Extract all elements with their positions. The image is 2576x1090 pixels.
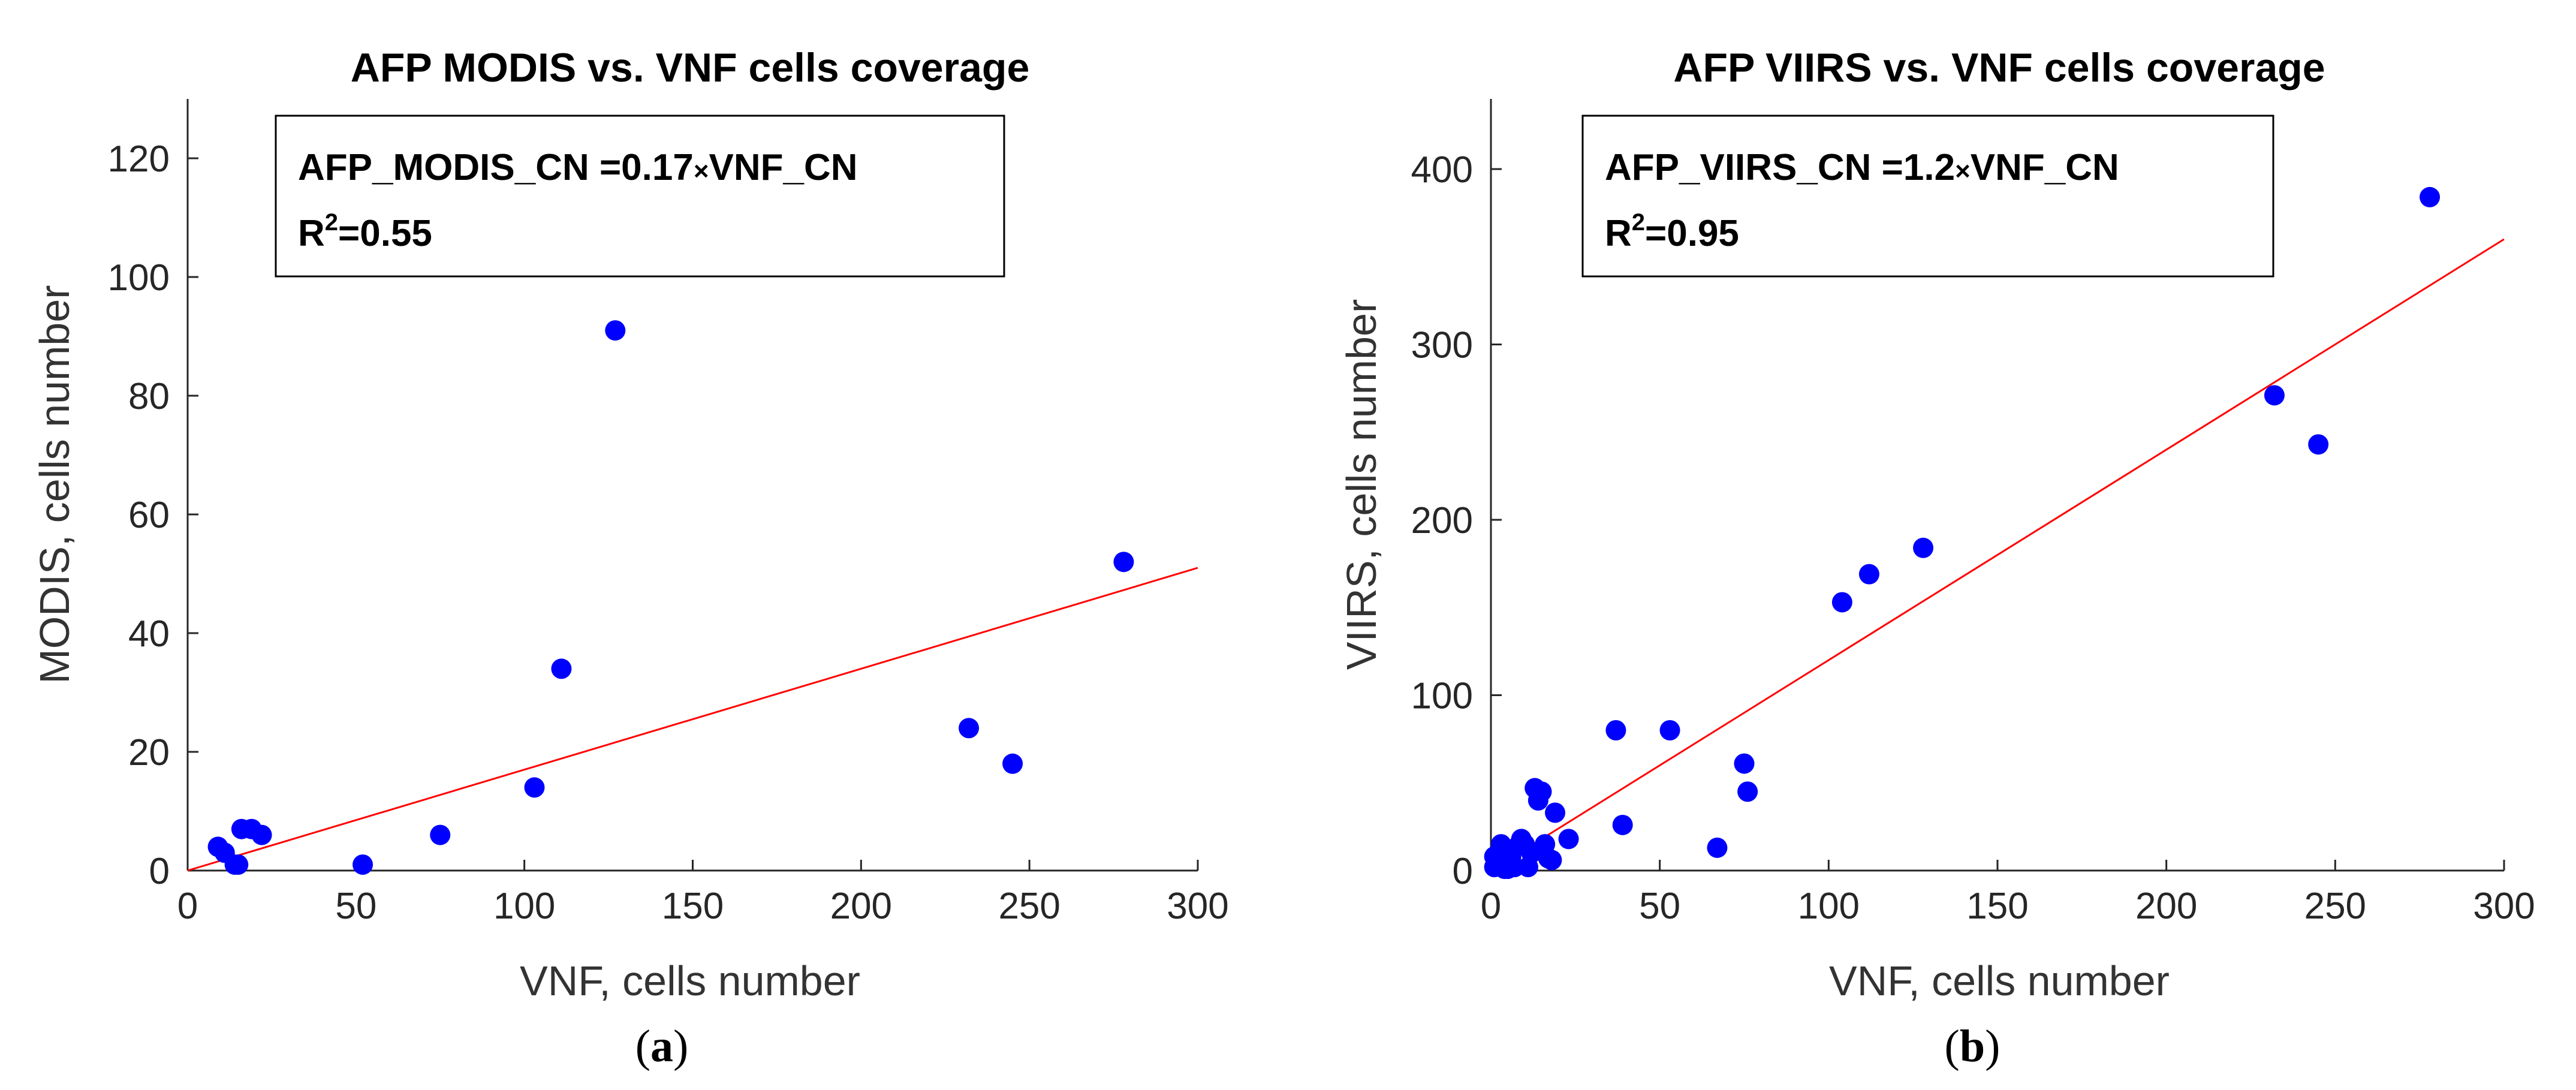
r-squared-value: =0.55: [338, 213, 432, 254]
data-point: [1612, 814, 1633, 835]
y-tick-label: 100: [1411, 676, 1473, 717]
axes: 0 50 100 150 200 250 300 0 20 40 60 80 100 120: [108, 99, 1229, 927]
fit-line-group: [187, 567, 1198, 872]
y-tick-label: 300: [1411, 325, 1473, 366]
data-point: [1734, 753, 1755, 774]
chart-title: AFP VIIRS vs. VNF cells coverage: [1673, 45, 2325, 91]
data-point: [1002, 753, 1023, 774]
r-squared: R2=0.55: [298, 209, 432, 254]
y-tick-label: 0: [1453, 851, 1473, 892]
data-point: [605, 320, 626, 341]
x-tick-label: 150: [662, 886, 724, 927]
r-squared-exponent: 2: [325, 209, 338, 236]
y-axis-label: MODIS, cells number: [31, 285, 78, 683]
r-squared-exponent: 2: [1632, 209, 1645, 236]
x-tick-label: 200: [830, 886, 892, 927]
panel-label: (b): [1945, 1021, 2000, 1071]
y-tick-label: 60: [128, 495, 170, 536]
data-point: [1113, 552, 1134, 573]
fit-line: [187, 567, 1198, 872]
data-point: [1531, 781, 1552, 802]
x-tick-label: 100: [1798, 886, 1860, 927]
x-tick-label: 200: [2135, 886, 2197, 927]
r-squared-value: =0.95: [1645, 213, 1739, 254]
data-point: [1707, 837, 1728, 858]
y-tick-label: 200: [1411, 500, 1473, 541]
y-tick-label: 100: [108, 257, 170, 299]
equation-box: AFP_MODIS_CN =0.17×VNF_CN R2=0.55: [275, 115, 1005, 278]
equation-rhs: VNF_CN: [1971, 147, 2119, 188]
x-tick-label: 0: [177, 886, 198, 927]
x-tick-label: 150: [1966, 886, 2028, 927]
data-point: [1913, 537, 1934, 558]
x-axis-label: VNF, cells number: [1829, 957, 2170, 1004]
data-point: [524, 777, 545, 798]
data-point: [1558, 829, 1579, 850]
y-tick-label: 80: [128, 376, 170, 417]
fit-line-group: [1490, 238, 2505, 872]
data-point: [2420, 186, 2441, 207]
x-tick-label: 300: [2473, 886, 2535, 927]
x-tick-label: 250: [2304, 886, 2366, 927]
x-tick-label: 50: [1639, 886, 1680, 927]
x-tick-label: 0: [1481, 886, 1501, 927]
y-tick-label: 20: [128, 732, 170, 773]
data-points: [207, 320, 1134, 875]
chart-modis-vs-vnf: AFP MODIS vs. VNF cells coverage 0 50 100 1…: [31, 45, 1229, 1071]
y-tick-label: 0: [149, 851, 170, 892]
y-tick-label: 400: [1411, 149, 1473, 191]
r-squared-prefix: R: [1605, 213, 1632, 254]
data-point: [1831, 592, 1852, 613]
data-point: [551, 658, 572, 679]
x-tick-label: 250: [998, 886, 1060, 927]
chart-title: AFP MODIS vs. VNF cells coverage: [351, 45, 1030, 91]
fit-line: [1490, 238, 2505, 872]
equation-lhs: AFP_VIIRS_CN =1.2: [1605, 147, 1955, 188]
x-tick-label: 300: [1167, 886, 1228, 927]
data-point: [2264, 385, 2285, 406]
equation-line: AFP_VIIRS_CN =1.2×VNF_CN: [1605, 147, 2119, 188]
x-tick-label: 50: [335, 886, 376, 927]
equation-lhs: AFP_MODIS_CN =0.17: [298, 147, 694, 188]
equation-line: AFP_MODIS_CN =0.17×VNF_CN: [298, 147, 858, 188]
data-point: [1858, 564, 1879, 585]
data-point: [2308, 434, 2329, 455]
y-tick-label: 40: [128, 613, 170, 655]
data-point: [251, 824, 272, 845]
data-point: [430, 824, 451, 845]
r-squared: R2=0.95: [1605, 209, 1739, 254]
data-point: [1605, 720, 1626, 740]
y-tick-label: 120: [108, 138, 170, 180]
x-tick-label: 100: [493, 886, 555, 927]
data-point: [228, 854, 249, 875]
x-axis-label: VNF, cells number: [520, 957, 860, 1004]
axes: 0 50 100 150 200 250 300 0 100 200 300 400: [1411, 99, 2535, 927]
equation-box: AFP_VIIRS_CN =1.2×VNF_CN R2=0.95: [1581, 115, 2274, 278]
equation-times: ×: [694, 156, 709, 186]
data-point: [1541, 850, 1562, 871]
panel-label: (a): [635, 1021, 689, 1071]
data-point: [352, 854, 373, 875]
data-point: [1545, 802, 1566, 823]
data-points: [1484, 186, 2441, 880]
r-squared-prefix: R: [298, 213, 325, 254]
data-point: [1659, 720, 1680, 740]
data-point: [959, 718, 980, 739]
equation-rhs: VNF_CN: [709, 147, 858, 188]
equation-times: ×: [1955, 156, 1971, 186]
data-point: [1737, 781, 1758, 802]
chart-viirs-vs-vnf: AFP VIIRS vs. VNF cells coverage 0 50 100 1…: [1338, 45, 2535, 1071]
y-axis-label: VIIRS, cells number: [1338, 299, 1385, 670]
